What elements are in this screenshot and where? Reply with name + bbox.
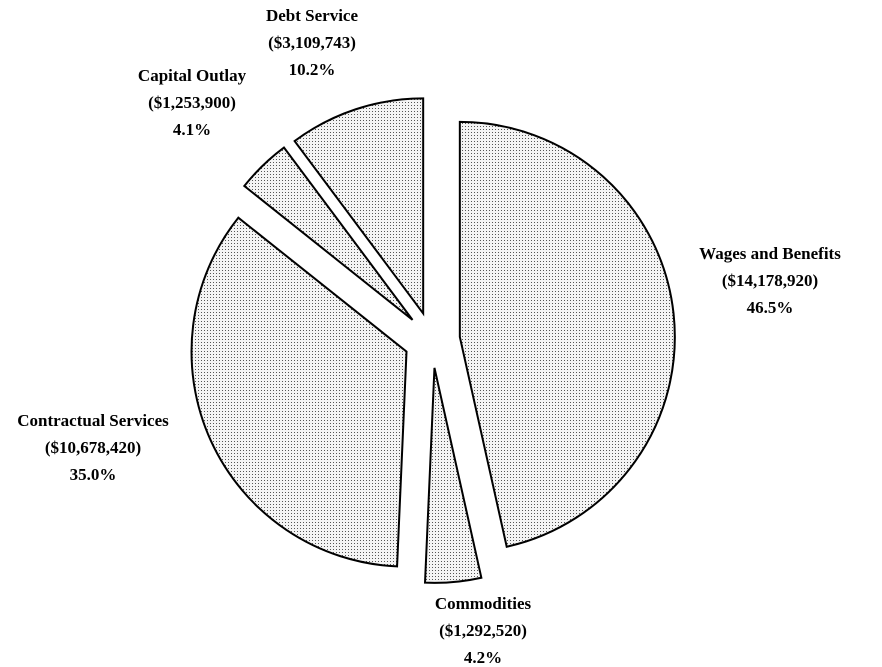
slice-percent: 4.2% (464, 648, 502, 667)
slice-percent: 35.0% (70, 465, 117, 484)
pie-slice (423, 367, 483, 584)
pie-slice (190, 216, 408, 568)
slice-label: Debt Service (266, 6, 359, 25)
slice-label: Capital Outlay (138, 66, 247, 85)
slice-percent: 4.1% (173, 120, 211, 139)
pie-slice (458, 120, 676, 548)
slice-label: Commodities (435, 594, 532, 613)
slice-label: Wages and Benefits (699, 244, 841, 263)
slice-label: Contractual Services (17, 411, 169, 430)
slice-percent: 46.5% (747, 298, 794, 317)
slice-amount: ($10,678,420) (45, 438, 141, 457)
pie-slice (293, 97, 425, 317)
pie-slice (242, 146, 414, 321)
slice-amount: ($14,178,920) (722, 271, 818, 290)
slice-percent: 10.2% (289, 60, 336, 79)
slice-amount: ($3,109,743) (268, 33, 356, 52)
slice-amount: ($1,292,520) (439, 621, 527, 640)
slice-amount: ($1,253,900) (148, 93, 236, 112)
